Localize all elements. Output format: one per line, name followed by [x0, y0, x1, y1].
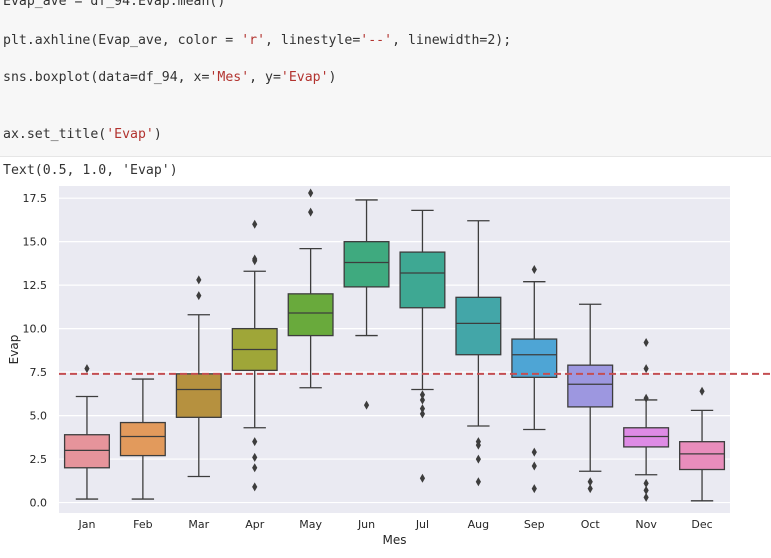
- code-string-literal: 'Mes': [209, 70, 250, 85]
- x-axis-label: Mes: [383, 533, 407, 547]
- code-string-literal: 'r': [241, 33, 266, 48]
- outlier-point: [475, 440, 481, 450]
- code-line: plt.axhline(Evap_ave, color = 'r', lines…: [3, 33, 511, 49]
- box-sep: [511, 338, 558, 378]
- x-tick-label: Jul: [415, 518, 429, 531]
- outlier-point: [252, 452, 258, 462]
- code-token: , y=: [249, 70, 281, 85]
- x-tick-label: Nov: [635, 518, 657, 531]
- x-tick-label: May: [299, 518, 322, 531]
- outlier-point: [643, 478, 649, 488]
- box-jul: [399, 251, 446, 309]
- y-tick-label: 2.5: [30, 453, 48, 466]
- box-oct: [567, 364, 614, 408]
- x-tick-label: Feb: [133, 518, 152, 531]
- outlier-point: [699, 386, 705, 396]
- y-tick-label: 0.0: [30, 497, 48, 510]
- code-string-literal: '--': [360, 33, 393, 48]
- code-token: ): [328, 70, 337, 85]
- outlier-point: [252, 437, 258, 447]
- box-feb: [119, 421, 166, 457]
- code-token: plt.axhline(Evap_ave, color =: [3, 33, 242, 48]
- y-tick-label: 7.5: [30, 366, 48, 379]
- plot-area: [59, 186, 730, 513]
- cell-output-text: Text(0.5, 1.0, 'Evap'): [3, 163, 178, 178]
- chart-svg: 0.0 2.5 5.0 7.5 10.0 12.5 15.0 17.5 Jan Feb Mar Apr…: [7, 186, 771, 547]
- box-jan: [63, 434, 110, 469]
- code-token: , linewidth=2);: [392, 33, 512, 48]
- y-tick-label: 5.0: [30, 410, 48, 423]
- outlier-point: [531, 461, 537, 471]
- x-tick-label: Aug: [468, 518, 489, 531]
- outlier-point: [531, 264, 537, 274]
- code-token: Evap_ave = df_94.Evap.mean(): [3, 0, 226, 9]
- outlier-point: [196, 291, 202, 301]
- y-tick-label: 10.0: [23, 323, 48, 336]
- outlier-point: [308, 207, 314, 217]
- outlier-point: [419, 409, 426, 419]
- outlier-point: [531, 484, 537, 494]
- code-token: sns.boxplot(data=df_94, x=: [3, 70, 210, 85]
- outlier-point: [419, 473, 426, 483]
- box-dec: [679, 441, 726, 471]
- code-string-literal: 'Evap': [106, 127, 154, 142]
- outlier-point: [587, 484, 593, 494]
- x-tick-label: Jan: [77, 518, 95, 531]
- y-tick-label: 17.5: [23, 192, 48, 205]
- outlier-point: [587, 477, 593, 487]
- outlier-point: [252, 482, 258, 492]
- x-tick-label: Dec: [691, 518, 712, 531]
- outlier-point: [363, 400, 370, 410]
- x-tick-label: Apr: [245, 518, 265, 531]
- x-tick-label: Mar: [188, 518, 209, 531]
- outlier-point: [475, 454, 481, 464]
- outlier-point: [643, 485, 649, 495]
- box-may: [287, 293, 334, 337]
- outlier-point: [84, 364, 90, 374]
- outlier-point: [643, 364, 649, 374]
- boxplot-chart: 0.0 2.5 5.0 7.5 10.0 12.5 15.0 17.5 Jan Feb Mar Apr…: [0, 186, 771, 554]
- code-line: Evap_ave = df_94.Evap.mean(): [3, 0, 225, 10]
- outlier-point: [643, 492, 649, 502]
- outlier-point: [419, 390, 426, 400]
- outlier-point: [531, 447, 537, 457]
- outlier-point: [475, 477, 481, 487]
- code-line: sns.boxplot(data=df_94, x='Mes', y='Evap…: [3, 70, 337, 86]
- x-tick-label: Oct: [581, 518, 601, 531]
- box-mar: [175, 373, 222, 418]
- code-token: ): [153, 127, 162, 142]
- outlier-point: [643, 393, 649, 403]
- code-token: , linestyle=: [265, 33, 361, 48]
- code-cell[interactable]: Evap_ave = df_94.Evap.mean() plt.axhline(…: [0, 0, 771, 157]
- box-jun: [343, 241, 390, 288]
- y-tick-label: 12.5: [23, 279, 48, 292]
- y-tick-label: 15.0: [23, 236, 48, 249]
- box-nov: [623, 427, 670, 448]
- y-axis-label: Evap: [7, 335, 21, 365]
- outlier-point: [308, 188, 314, 198]
- outlier-point: [419, 395, 426, 405]
- box-aug: [455, 296, 502, 356]
- code-line: ax.set_title('Evap'): [3, 127, 162, 143]
- x-tick-label: Sep: [524, 518, 545, 531]
- outlier-point: [196, 275, 202, 285]
- outlier-point: [252, 463, 258, 473]
- outlier-point: [252, 256, 258, 266]
- outlier-point: [643, 338, 649, 348]
- x-tick-label: Jun: [357, 518, 375, 531]
- outlier-point: [252, 219, 258, 229]
- code-string-literal: 'Evap': [280, 70, 329, 85]
- code-token: ax.set_title(: [3, 127, 107, 142]
- outlier-point: [419, 404, 426, 414]
